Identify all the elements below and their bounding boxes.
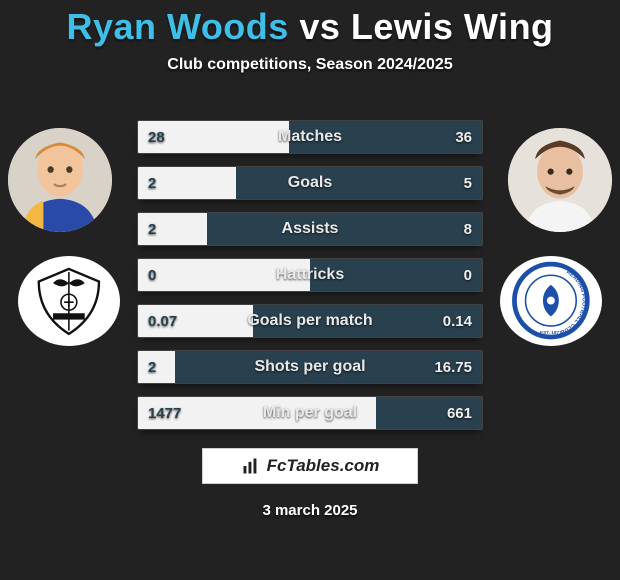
stat-value-left: 28 — [148, 121, 165, 153]
stat-value-right: 0 — [464, 259, 472, 291]
page-title: Ryan Woods vs Lewis Wing — [0, 0, 620, 48]
stat-value-right: 36 — [455, 121, 472, 153]
stat-label: Hattricks — [138, 259, 482, 291]
stat-label: Goals — [138, 167, 482, 199]
subtitle: Club competitions, Season 2024/2025 — [0, 56, 620, 74]
comparison-infographic: Ryan Woods vs Lewis Wing Club competitio… — [0, 0, 620, 580]
stat-value-right: 5 — [464, 167, 472, 199]
player2-name: Lewis Wing — [351, 6, 554, 47]
stat-value-right: 661 — [447, 397, 472, 429]
avatar-placeholder-icon — [508, 128, 612, 232]
brand-badge: FcTables.com — [202, 448, 418, 484]
stat-value-right: 16.75 — [434, 351, 472, 383]
stat-label: Assists — [138, 213, 482, 245]
crest-icon — [24, 261, 114, 340]
brand-text: FcTables.com — [267, 456, 380, 476]
player1-avatar — [8, 128, 112, 232]
vs-separator: vs — [289, 6, 351, 47]
stat-row: Goals per match0.07 0.14 — [137, 304, 483, 338]
stat-label: Matches — [138, 121, 482, 153]
stat-row: Min per goal1477 661 — [137, 396, 483, 430]
footer-date: 3 march 2025 — [0, 502, 620, 519]
stat-row: Hattricks0 0 — [137, 258, 483, 292]
bar-chart-icon — [241, 456, 261, 476]
stat-value-left: 0.07 — [148, 305, 177, 337]
stat-bars: Matches2836Goals25Assists28Hattricks00Go… — [137, 120, 483, 442]
player1-name: Ryan Woods — [66, 6, 288, 47]
club-crest-left — [18, 256, 120, 346]
stat-row: Assists2 8 — [137, 212, 483, 246]
stat-label: Goals per match — [138, 305, 482, 337]
stat-row: Goals2 5 — [137, 166, 483, 200]
stat-value-left: 2 — [148, 167, 156, 199]
stat-label: Shots per goal — [138, 351, 482, 383]
stat-label: Min per goal — [138, 397, 482, 429]
player2-avatar — [508, 128, 612, 232]
stat-row: Matches28 36 — [137, 120, 483, 154]
svg-text:EST. 1871: EST. 1871 — [540, 330, 562, 336]
stat-value-left: 2 — [148, 213, 156, 245]
club-crest-right: READING FOOTBALL CLUB EST. 1871 — [500, 256, 602, 346]
stat-value-right: 0.14 — [443, 305, 472, 337]
stat-value-left: 1477 — [148, 397, 181, 429]
stat-value-left: 0 — [148, 259, 156, 291]
stat-value-left: 2 — [148, 351, 156, 383]
avatar-placeholder-icon — [8, 128, 112, 232]
stat-value-right: 8 — [464, 213, 472, 245]
reading-crest-icon: READING FOOTBALL CLUB EST. 1871 — [506, 261, 596, 340]
stat-row: Shots per goal2 16.75 — [137, 350, 483, 384]
